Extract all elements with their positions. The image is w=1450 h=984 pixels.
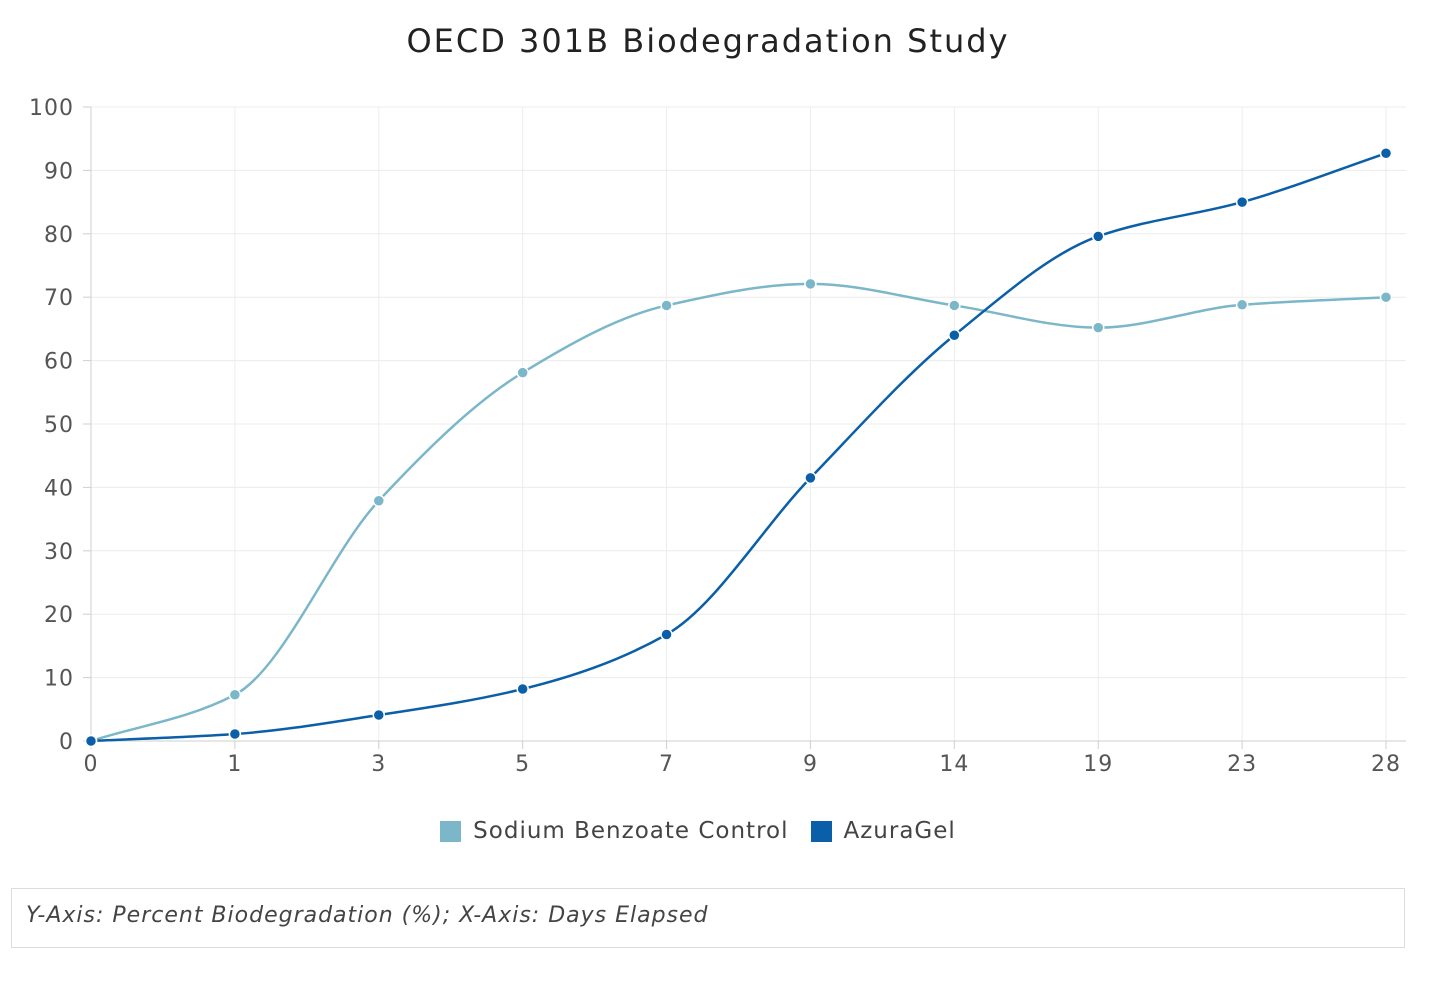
data-point-control: [1235, 298, 1249, 312]
y-tick-label: 90: [44, 159, 74, 184]
x-tick-label: 28: [1371, 752, 1401, 777]
series-lines: [90, 152, 1387, 743]
legend-label-control: Sodium Benzoate Control: [473, 818, 789, 844]
x-tick-label: 19: [1083, 752, 1113, 777]
data-point-control: [372, 494, 386, 507]
data-point-azuragel: [228, 727, 242, 741]
data-point-azuragel: [660, 628, 673, 641]
y-tick-label: 80: [44, 223, 74, 248]
data-point-azuragel: [1091, 230, 1105, 243]
y-tick-label: 40: [44, 476, 74, 501]
legend-label-azuragel: AzuraGel: [843, 818, 956, 844]
data-point-control: [804, 277, 817, 291]
y-tick-label: 20: [44, 603, 74, 628]
legend-item-control[interactable]: Sodium Benzoate Control: [440, 818, 788, 844]
chart-title: OECD 301B Biodegradation Study: [406, 22, 1010, 60]
data-point-control: [1379, 290, 1393, 304]
data-point-azuragel: [1379, 147, 1393, 160]
data-point-control: [660, 299, 673, 312]
series-line-azuragel: [90, 152, 1387, 743]
x-tick-label: 14: [939, 752, 969, 777]
y-tick-label: 70: [44, 286, 74, 311]
data-point-azuragel: [372, 708, 386, 722]
y-tick-label: 100: [29, 96, 74, 121]
data-point-azuragel: [1235, 195, 1249, 209]
y-tick-label: 0: [59, 730, 74, 755]
x-tick-label: 3: [371, 752, 386, 777]
data-point-azuragel: [84, 734, 98, 748]
y-tick-label: 30: [44, 540, 74, 565]
data-point-azuragel: [948, 328, 961, 342]
x-tick-label: 5: [515, 752, 530, 777]
x-tick-label: 7: [659, 752, 674, 777]
grid-lines: [91, 106, 1406, 741]
data-point-control: [948, 299, 961, 312]
data-point-control: [516, 366, 529, 379]
chart-plot: 0 10 20 30 40 50 60 70 80 90 100 0 1 3 5 7 9 14 19 23 28: [29, 96, 1406, 777]
legend-item-azuragel[interactable]: AzuraGel: [810, 818, 956, 844]
data-point-control: [228, 688, 242, 701]
series-line-control: [90, 282, 1387, 743]
axes: 0 10 20 30 40 50 60 70 80 90 100 0 1 3 5 7 9 14 19 23 28: [29, 96, 1406, 777]
data-point-azuragel: [804, 471, 817, 485]
data-points: [84, 147, 1393, 748]
x-tick-label: 0: [84, 752, 99, 777]
legend-swatch-azuragel: [810, 820, 832, 842]
footnote-text: Y-Axis: Percent Biodegradation (%); X-Ax…: [26, 903, 709, 928]
x-tick-label: 9: [803, 752, 818, 777]
y-tick-label: 10: [44, 667, 74, 692]
data-point-azuragel: [516, 682, 529, 696]
y-tick-label: 60: [44, 350, 74, 375]
y-tick-label: 50: [44, 413, 74, 438]
x-tick-label: 1: [227, 752, 242, 777]
x-tick-label: 23: [1227, 752, 1257, 777]
legend: Sodium Benzoate Control AzuraGel: [0, 818, 1396, 844]
legend-swatch-control: [440, 820, 462, 842]
footnote-box: Y-Axis: Percent Biodegradation (%); X-Ax…: [11, 888, 1405, 948]
data-point-control: [1091, 321, 1105, 334]
